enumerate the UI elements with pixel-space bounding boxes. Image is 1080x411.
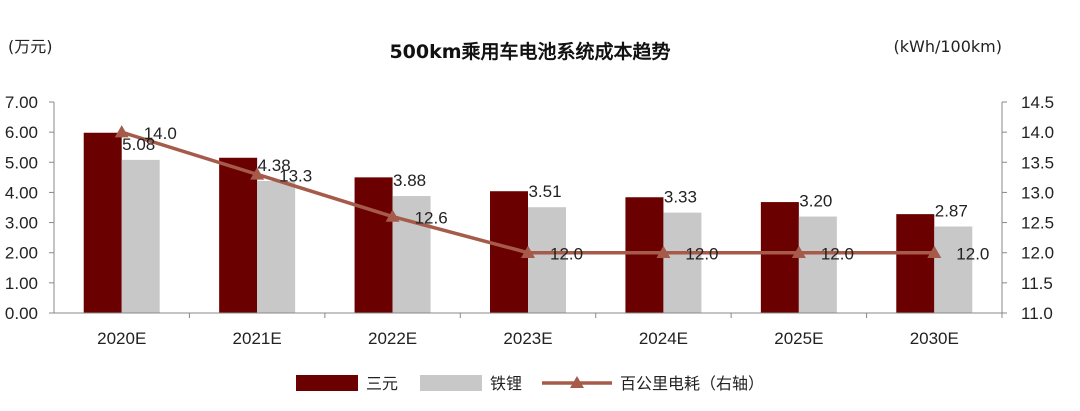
x-tick-label: 2024E xyxy=(639,329,688,348)
consumption-value-label: 12.6 xyxy=(415,209,448,228)
x-axis: 2020E 2021E 2022E 2023E 2024E 2025E 2030E xyxy=(54,312,1003,348)
consumption-value-label: 12.0 xyxy=(685,245,718,264)
consumption-marker xyxy=(656,245,671,258)
ternary-bar xyxy=(625,197,664,313)
left-axis-unit: (万元) xyxy=(8,37,53,56)
right-tick-label: 12.5 xyxy=(1021,214,1054,233)
consumption-marker xyxy=(521,245,535,258)
lfp-value-label: 3.88 xyxy=(393,171,426,190)
right-tick-label: 13.0 xyxy=(1021,183,1054,202)
legend: 三元 铁锂 百公里电耗（右轴） xyxy=(296,374,764,393)
right-tick-label: 14.0 xyxy=(1021,123,1054,142)
consumption-line xyxy=(114,125,942,258)
lfp-bar xyxy=(663,212,702,313)
left-tick-label: 3.00 xyxy=(5,214,38,233)
x-tick-label: 2021E xyxy=(233,329,282,348)
right-axis: 11.0 11.5 12.0 12.5 13.0 13.5 14.0 14.5 xyxy=(1001,93,1054,323)
x-tick-label: 2025E xyxy=(774,329,823,348)
ternary-bar xyxy=(896,214,935,313)
consumption-marker xyxy=(791,245,806,258)
consumption-marker xyxy=(114,125,129,138)
right-tick-label: 11.5 xyxy=(1021,274,1053,293)
right-tick-label: 13.5 xyxy=(1021,153,1054,172)
lfp-bar xyxy=(121,159,160,313)
left-tick-label: 0.00 xyxy=(5,304,38,323)
legend-line-marker xyxy=(570,376,584,388)
legend-ternary-swatch xyxy=(296,375,358,391)
lfp-value-label: 3.20 xyxy=(799,192,832,211)
consumption-value-label: 14.0 xyxy=(144,124,177,143)
ternary-bar xyxy=(83,132,122,313)
consumption-marker xyxy=(250,167,265,180)
left-tick-label: 2.00 xyxy=(5,244,38,263)
right-axis-unit: (kWh/100km) xyxy=(894,37,1003,56)
consumption-value-label: 12.0 xyxy=(956,245,989,264)
legend-ternary-label: 三元 xyxy=(366,374,398,393)
lfp-value-label: 2.87 xyxy=(935,201,968,220)
x-tick-label: 2020E xyxy=(97,329,146,348)
consumption-value-label: 13.3 xyxy=(279,166,312,185)
lfp-bar xyxy=(798,216,837,313)
data-labels: 5.08 4.38 3.88 3.51 3.33 3.20 2.87 14.0 13.3 12.6… xyxy=(122,124,989,264)
right-tick-label: 14.5 xyxy=(1021,93,1054,112)
left-tick-label: 4.00 xyxy=(5,183,38,202)
consumption-value-label: 12.0 xyxy=(821,245,854,264)
legend-lfp-swatch xyxy=(420,375,482,391)
lfp-bar xyxy=(528,207,566,313)
lfp-value-label: 3.51 xyxy=(528,182,561,201)
chart-title: 500km乘用车电池系统成本趋势 xyxy=(389,40,670,63)
left-tick-label: 1.00 xyxy=(5,274,38,293)
left-tick-label: 5.00 xyxy=(5,153,38,172)
consumption-value-label: 12.0 xyxy=(550,245,583,264)
right-tick-label: 12.0 xyxy=(1021,244,1054,263)
consumption-marker xyxy=(927,245,942,258)
lfp-bar xyxy=(392,196,431,313)
right-tick-label: 11.0 xyxy=(1021,304,1053,323)
x-tick-label: 2023E xyxy=(503,329,552,348)
consumption-marker xyxy=(385,209,400,222)
left-tick-label: 6.00 xyxy=(5,123,38,142)
left-axis: 0.00 1.00 2.00 3.00 4.00 5.00 6.00 7.00 xyxy=(5,93,55,323)
lfp-value-label: 3.33 xyxy=(664,188,697,207)
legend-lfp-label: 铁锂 xyxy=(490,374,522,393)
lfp-value-label: 5.08 xyxy=(122,135,155,154)
lfp-value-label: 4.38 xyxy=(258,156,291,175)
ternary-bar xyxy=(354,177,393,313)
left-tick-label: 7.00 xyxy=(5,93,38,112)
x-tick-label: 2030E xyxy=(910,329,959,348)
x-tick-label: 2022E xyxy=(368,329,417,348)
ternary-bar xyxy=(219,157,258,313)
lfp-bar xyxy=(257,180,296,313)
legend-line-label: 百公里电耗（右轴） xyxy=(620,374,764,393)
bars xyxy=(83,132,973,313)
lfp-bar xyxy=(934,226,973,313)
